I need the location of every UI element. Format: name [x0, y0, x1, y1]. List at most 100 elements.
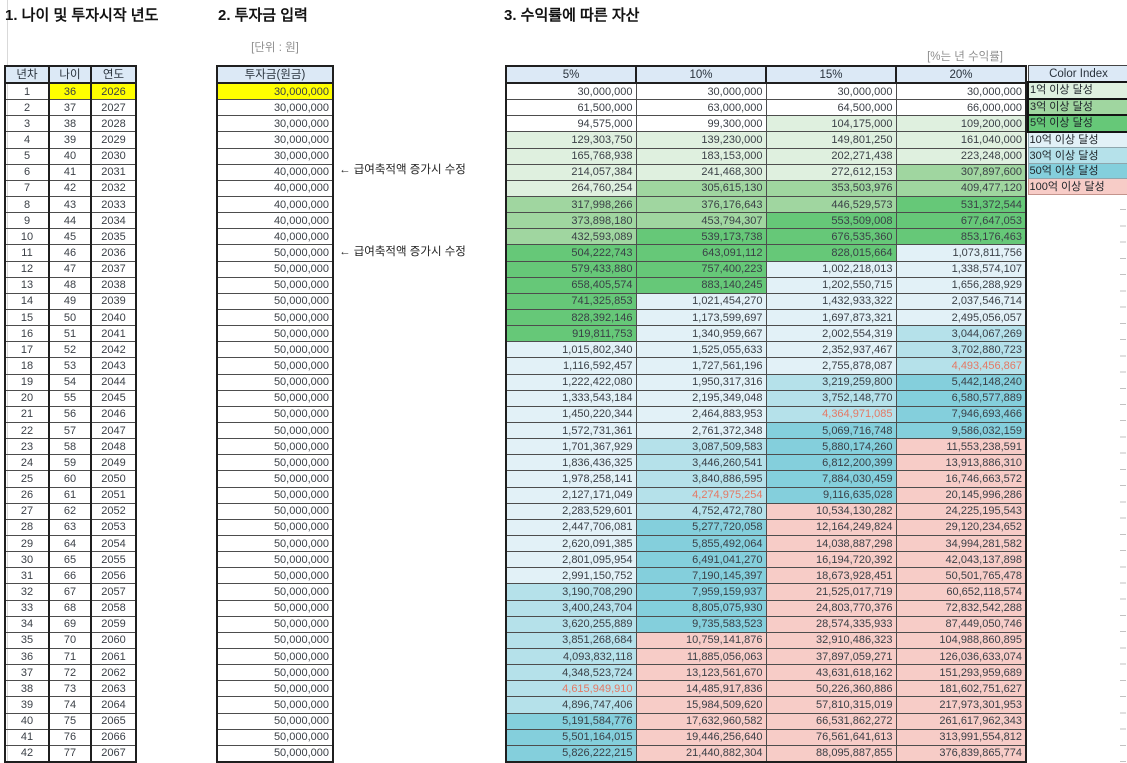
investment-cell[interactable]: 50,000,000	[216, 244, 334, 262]
age-cell[interactable]: 65	[48, 551, 92, 569]
age-cell[interactable]: 62	[48, 502, 92, 520]
age-cell[interactable]: 41	[48, 163, 92, 181]
asset-cell[interactable]: 241,468,300	[635, 163, 767, 181]
year-cell[interactable]: 2065	[90, 712, 137, 730]
year-cell[interactable]: 2066	[90, 728, 137, 746]
asset-cell[interactable]: 261,617,962,343	[895, 712, 1027, 730]
asset-cell[interactable]: 5,855,492,064	[635, 534, 767, 553]
age-cell[interactable]: 57	[48, 421, 92, 440]
asset-cell[interactable]: 19,446,256,640	[635, 728, 767, 746]
year-cell[interactable]: 2048	[90, 438, 137, 456]
asset-cell[interactable]: 504,222,743	[505, 244, 637, 262]
asset-cell[interactable]: 272,612,153	[765, 163, 897, 181]
age-cell[interactable]: 74	[48, 696, 92, 714]
year-cell[interactable]: 2040	[90, 308, 137, 327]
asset-cell[interactable]: 14,038,887,298	[765, 534, 897, 553]
yearnum-cell[interactable]: 14	[4, 292, 50, 311]
yearnum-cell[interactable]: 26	[4, 486, 50, 504]
asset-cell[interactable]: 2,464,883,953	[635, 405, 767, 423]
asset-cell[interactable]: 579,433,880	[505, 260, 637, 278]
asset-cell[interactable]: 676,535,360	[765, 228, 897, 246]
asset-cell[interactable]: 24,803,770,376	[765, 599, 897, 617]
asset-cell[interactable]: 6,580,577,889	[895, 389, 1027, 407]
asset-cell[interactable]: 21,525,017,719	[765, 583, 897, 601]
age-cell[interactable]: 73	[48, 680, 92, 698]
age-cell[interactable]: 56	[48, 405, 92, 423]
asset-cell[interactable]: 202,271,438	[765, 147, 897, 165]
yearnum-cell[interactable]: 2	[4, 99, 50, 117]
year-cell[interactable]: 2049	[90, 454, 137, 472]
asset-cell[interactable]: 16,746,663,572	[895, 470, 1027, 488]
asset-cell[interactable]: 34,994,281,582	[895, 534, 1027, 553]
year-cell[interactable]: 2058	[90, 599, 137, 617]
asset-cell[interactable]: 13,123,561,670	[635, 664, 767, 682]
asset-cell[interactable]: 1,340,959,667	[635, 325, 767, 343]
age-cell[interactable]: 37	[48, 99, 92, 117]
investment-cell[interactable]: 30,000,000	[216, 82, 334, 101]
year-cell[interactable]: 2063	[90, 680, 137, 698]
investment-cell[interactable]: 50,000,000	[216, 664, 334, 682]
investment-cell[interactable]: 50,000,000	[216, 744, 334, 763]
asset-cell[interactable]: 313,991,554,812	[895, 728, 1027, 746]
year-cell[interactable]: 2043	[90, 357, 137, 375]
asset-cell[interactable]: 149,801,250	[765, 131, 897, 149]
year-cell[interactable]: 2047	[90, 421, 137, 440]
asset-cell[interactable]: 24,225,195,543	[895, 502, 1027, 520]
yearnum-cell[interactable]: 30	[4, 551, 50, 569]
year-cell[interactable]: 2057	[90, 583, 137, 601]
age-cell[interactable]: 72	[48, 664, 92, 682]
year-cell[interactable]: 2062	[90, 664, 137, 682]
age-cell[interactable]: 36	[48, 82, 92, 101]
investment-cell[interactable]: 50,000,000	[216, 631, 334, 649]
asset-cell[interactable]: 305,615,130	[635, 179, 767, 198]
asset-cell[interactable]: 1,015,802,340	[505, 341, 637, 359]
asset-cell[interactable]: 181,602,751,627	[895, 680, 1027, 698]
yearnum-cell[interactable]: 41	[4, 728, 50, 746]
yearnum-cell[interactable]: 11	[4, 244, 50, 262]
yearnum-cell[interactable]: 21	[4, 405, 50, 423]
investment-cell[interactable]: 50,000,000	[216, 405, 334, 423]
asset-cell[interactable]: 1,333,543,184	[505, 389, 637, 407]
year-cell[interactable]: 2061	[90, 647, 137, 666]
asset-cell[interactable]: 151,293,959,689	[895, 664, 1027, 682]
asset-cell[interactable]: 7,884,030,459	[765, 470, 897, 488]
asset-cell[interactable]: 3,190,708,290	[505, 583, 637, 601]
investment-cell[interactable]: 40,000,000	[216, 196, 334, 214]
asset-cell[interactable]: 5,826,222,215	[505, 744, 637, 763]
asset-cell[interactable]: 76,561,641,613	[765, 728, 897, 746]
asset-cell[interactable]: 376,839,865,774	[895, 744, 1027, 763]
asset-cell[interactable]: 643,091,112	[635, 244, 767, 262]
asset-cell[interactable]: 32,910,486,323	[765, 631, 897, 649]
investment-cell[interactable]: 50,000,000	[216, 438, 334, 456]
investment-cell[interactable]: 50,000,000	[216, 567, 334, 585]
age-cell[interactable]: 54	[48, 373, 92, 391]
yearnum-cell[interactable]: 25	[4, 470, 50, 488]
asset-cell[interactable]: 3,840,886,595	[635, 470, 767, 488]
yearnum-cell[interactable]: 16	[4, 325, 50, 343]
age-cell[interactable]: 69	[48, 615, 92, 633]
age-cell[interactable]: 48	[48, 276, 92, 294]
investment-cell[interactable]: 50,000,000	[216, 615, 334, 633]
asset-cell[interactable]: 7,959,159,937	[635, 583, 767, 601]
asset-cell[interactable]: 2,447,706,081	[505, 518, 637, 536]
asset-cell[interactable]: 30,000,000	[505, 82, 637, 101]
asset-cell[interactable]: 2,761,372,348	[635, 421, 767, 440]
investment-cell[interactable]: 30,000,000	[216, 99, 334, 117]
asset-cell[interactable]: 376,176,643	[635, 196, 767, 214]
asset-cell[interactable]: 18,673,928,451	[765, 567, 897, 585]
asset-cell[interactable]: 4,493,456,867	[895, 357, 1027, 375]
age-cell[interactable]: 64	[48, 534, 92, 553]
asset-cell[interactable]: 129,303,750	[505, 131, 637, 149]
investment-cell[interactable]: 30,000,000	[216, 147, 334, 165]
asset-cell[interactable]: 1,338,574,107	[895, 260, 1027, 278]
asset-cell[interactable]: 2,991,150,752	[505, 567, 637, 585]
age-cell[interactable]: 61	[48, 486, 92, 504]
asset-cell[interactable]: 29,120,234,652	[895, 518, 1027, 536]
age-cell[interactable]: 67	[48, 583, 92, 601]
asset-cell[interactable]: 12,164,249,824	[765, 518, 897, 536]
asset-cell[interactable]: 409,477,120	[895, 179, 1027, 198]
investment-cell[interactable]: 50,000,000	[216, 647, 334, 666]
year-cell[interactable]: 2035	[90, 228, 137, 246]
investment-cell[interactable]: 30,000,000	[216, 131, 334, 149]
yearnum-cell[interactable]: 35	[4, 631, 50, 649]
